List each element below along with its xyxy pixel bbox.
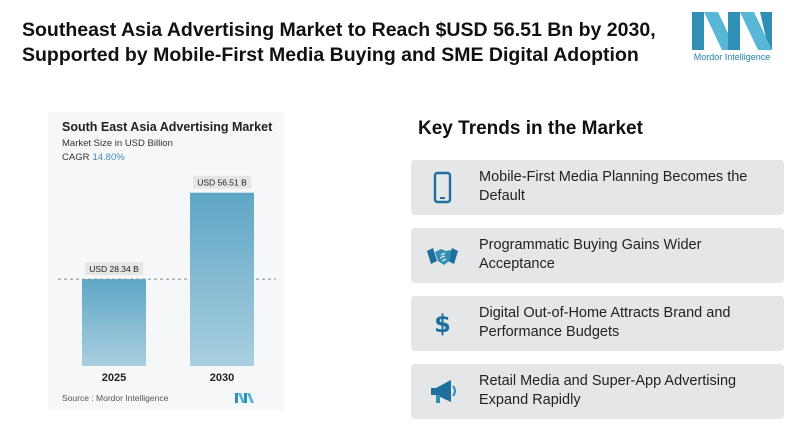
trend-card-mobile: Mobile-First Media Planning Becomes the … xyxy=(411,160,784,215)
data-label-bg-2025 xyxy=(85,262,143,276)
dollar-icon: $ xyxy=(427,308,458,339)
handshake-icon xyxy=(427,248,458,265)
headline-line-2: Supported by Mobile-First Media Buying a… xyxy=(22,44,639,66)
bar-2030 xyxy=(190,192,254,366)
data-label-2025: USD 28.34 B xyxy=(89,264,139,274)
headline-line-1: Southeast Asia Advertising Market to Rea… xyxy=(22,19,656,41)
cagr-value: 14.80% xyxy=(92,152,125,163)
megaphone-icon xyxy=(431,380,456,403)
trends-title: Key Trends in the Market xyxy=(418,118,643,139)
chart-plot: USD 28.34 B 2025 USD 56.51 B 2030 xyxy=(58,175,276,384)
mobile-phone-icon xyxy=(433,171,452,204)
trend-text: Mobile-First Media Planning Becomes the … xyxy=(479,169,748,204)
trend-card-retail-media: Retail Media and Super-App Advertising E… xyxy=(411,364,784,419)
mordor-logo-icon xyxy=(692,12,772,50)
data-label-2030: USD 56.51 B xyxy=(197,178,247,188)
x-tick-label-2030: 2030 xyxy=(210,372,234,384)
chart-title: South East Asia Advertising Market xyxy=(62,120,273,134)
bar-2025 xyxy=(82,279,146,366)
trend-text: Digital Out-of-Home Attracts Brand and P… xyxy=(479,305,731,340)
svg-text:$: $ xyxy=(434,310,451,338)
x-tick-label-2025: 2025 xyxy=(102,372,126,384)
trend-text: Programmatic Buying Gains Wider Acceptan… xyxy=(479,237,702,272)
data-label-bg-2030 xyxy=(193,175,251,189)
chart-cagr: CAGR 14.80% xyxy=(62,152,125,163)
trend-text: Retail Media and Super-App Advertising E… xyxy=(479,373,737,408)
trend-card-dooh: $ Digital Out-of-Home Attracts Brand and… xyxy=(411,296,784,351)
headline: Southeast Asia Advertising Market to Rea… xyxy=(22,18,672,68)
brand-name: Mordor Intelligence xyxy=(693,52,771,62)
cagr-label: CAGR xyxy=(62,152,90,163)
chart-subtitle: Market Size in USD Billion xyxy=(62,138,173,149)
source-logo-icon xyxy=(235,393,254,403)
chart-source: Source : Mordor Intelligence xyxy=(62,393,169,403)
market-size-chart: South East Asia Advertising Market Marke… xyxy=(48,112,284,410)
trend-card-programmatic: Programmatic Buying Gains Wider Acceptan… xyxy=(411,228,784,283)
